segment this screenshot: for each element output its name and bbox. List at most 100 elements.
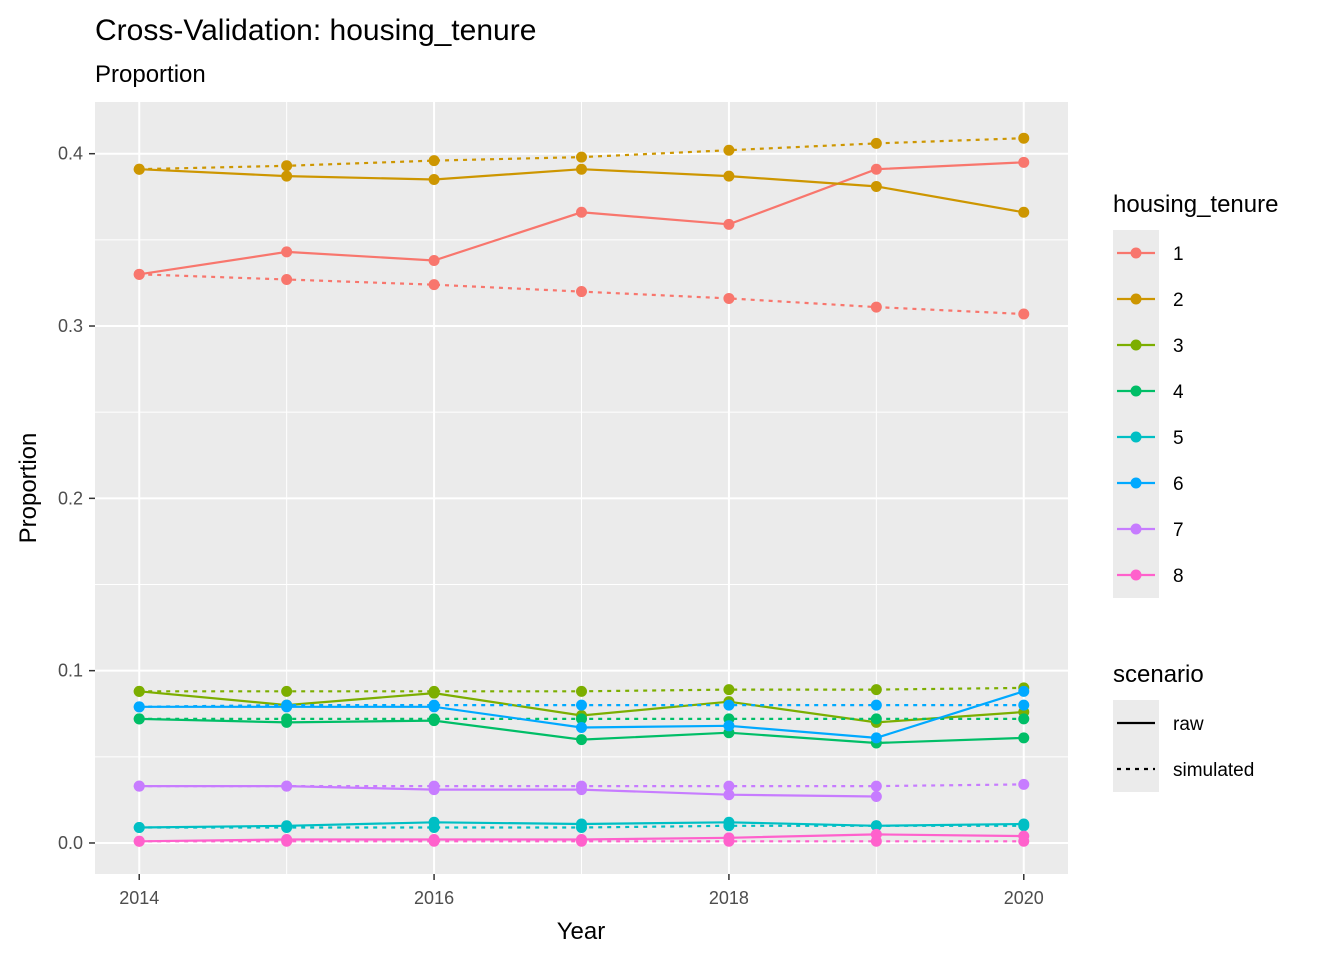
series-7-raw-line: [139, 785, 877, 798]
series-2-simulated-point: [281, 160, 293, 172]
y-tick-label: 0.0: [58, 833, 83, 853]
legend-label-2: 2: [1173, 290, 1184, 311]
legend-label-3: 3: [1173, 336, 1184, 357]
series-6-raw-point: [1018, 685, 1030, 697]
legend-label-simulated: simulated: [1173, 760, 1254, 781]
series-2-raw-point: [870, 180, 882, 192]
y-axis: 0.0 0.1 0.2 0.3 0.4: [58, 144, 95, 853]
series-1-raw-point: [576, 206, 587, 218]
series-1-simulated-point: [281, 273, 293, 285]
series-1-simulated-point: [870, 301, 882, 313]
legend-key-point-8: [1130, 569, 1142, 581]
legend-label-1: 1: [1173, 244, 1184, 265]
series-2-simulated-point: [576, 151, 587, 163]
series-2-raw-point: [428, 174, 440, 186]
series-8-raw-point: [723, 832, 735, 844]
legend-color-keys: 1 2 3 4 5 6 7 8: [1113, 230, 1184, 598]
legend-key-point-5: [1130, 431, 1142, 443]
x-tick-label: 2014: [119, 888, 159, 908]
series-2-raw-point: [133, 163, 145, 175]
legend-label-7: 7: [1173, 520, 1184, 541]
legend-label-4: 4: [1173, 382, 1184, 403]
series-6-raw-point: [723, 720, 735, 732]
series-8-raw-point: [133, 835, 145, 847]
series-3-simulated-point: [723, 684, 735, 696]
series-4-raw-point: [1018, 732, 1030, 744]
series-1-raw-point: [428, 255, 440, 267]
legend-label-5: 5: [1173, 428, 1184, 449]
chart-title: Cross-Validation: housing_tenure: [95, 14, 536, 47]
series-2-simulated-point: [428, 155, 440, 167]
legend-label-8: 8: [1173, 566, 1184, 587]
series-5-raw-point: [133, 821, 145, 833]
series-6-raw-point: [576, 722, 587, 734]
series-6-raw-point: [428, 701, 440, 713]
series-8-raw-point: [576, 834, 587, 846]
x-axis: 2014 2016 2018 2020: [119, 874, 1044, 908]
series-4-raw-point: [133, 713, 145, 725]
series-4-raw-point: [281, 716, 293, 728]
x-tick-label: 2020: [1004, 888, 1044, 908]
series-2-simulated-point: [870, 137, 882, 149]
series-6-raw-point: [281, 701, 293, 713]
series-6-simulated-point: [576, 699, 587, 711]
legend: housing_tenure 1 2 3 4 5 6 7 8 scenario raw simu…: [1113, 191, 1278, 792]
series-3-raw-point: [428, 687, 440, 699]
series-7-raw-point: [576, 784, 587, 796]
series-2-raw-point: [576, 163, 587, 175]
series-1-simulated-point: [576, 286, 587, 298]
series-8-raw-point: [428, 834, 440, 846]
series-1-simulated-point: [723, 292, 735, 304]
y-tick-label: 0.4: [58, 144, 83, 164]
series-8-raw-point: [1018, 830, 1030, 842]
legend-key-point-3: [1130, 339, 1142, 351]
series-2-simulated-point: [723, 144, 735, 156]
series-1-raw-point: [723, 218, 735, 230]
series-6-simulated-point: [1018, 699, 1030, 711]
y-tick-label: 0.2: [58, 488, 83, 508]
series-3-simulated-point: [281, 685, 293, 697]
series-6-raw-point: [133, 701, 145, 713]
series-8-raw-point: [870, 828, 882, 840]
series-4-raw-point: [428, 715, 440, 727]
series-5-raw-point: [1018, 818, 1030, 830]
series-1-raw-point: [1018, 156, 1030, 168]
series-5-raw-point: [576, 818, 587, 830]
series-3-simulated-point: [576, 685, 587, 697]
legend-key-point-6: [1130, 477, 1142, 489]
legend-key-point-2: [1130, 293, 1142, 305]
series-7-raw-point: [870, 790, 882, 802]
x-axis-title: Year: [557, 918, 606, 945]
series-7-simulated-point: [723, 780, 735, 792]
series-1-simulated-point: [428, 279, 440, 291]
series-4-simulated-point: [870, 713, 882, 725]
series-3-raw-point: [133, 685, 145, 697]
series-8-raw-point: [281, 834, 293, 846]
series-6-raw-point: [870, 732, 882, 744]
series-1-raw-point: [133, 268, 145, 280]
grid-major: [95, 102, 1068, 874]
legend-linetype-keys: raw simulated: [1113, 700, 1254, 792]
series-points: [133, 132, 1030, 847]
series-5-raw-point: [428, 816, 440, 828]
series-7-simulated-point: [1018, 778, 1030, 790]
series-7-raw-point: [428, 784, 440, 796]
series-1-raw-point: [870, 163, 882, 175]
y-tick-label: 0.1: [58, 661, 83, 681]
series-2-raw-point: [281, 170, 293, 182]
series-5-raw-point: [281, 820, 293, 832]
legend-title-housing-tenure: housing_tenure: [1113, 191, 1278, 218]
x-tick-label: 2018: [709, 888, 749, 908]
series-7-raw-point: [133, 780, 145, 792]
series-6-simulated-point: [723, 699, 735, 711]
series-4-simulated-point: [576, 713, 587, 725]
y-axis-title: Proportion: [15, 433, 42, 544]
series-7-simulated-point: [870, 780, 882, 792]
series-7-raw-point: [281, 780, 293, 792]
legend-key-point-1: [1130, 247, 1142, 259]
series-2-simulated-point: [1018, 132, 1030, 144]
legend-key-point-4: [1130, 385, 1142, 397]
series-7-raw-point: [723, 789, 735, 801]
series-4-simulated-point: [1018, 713, 1030, 725]
